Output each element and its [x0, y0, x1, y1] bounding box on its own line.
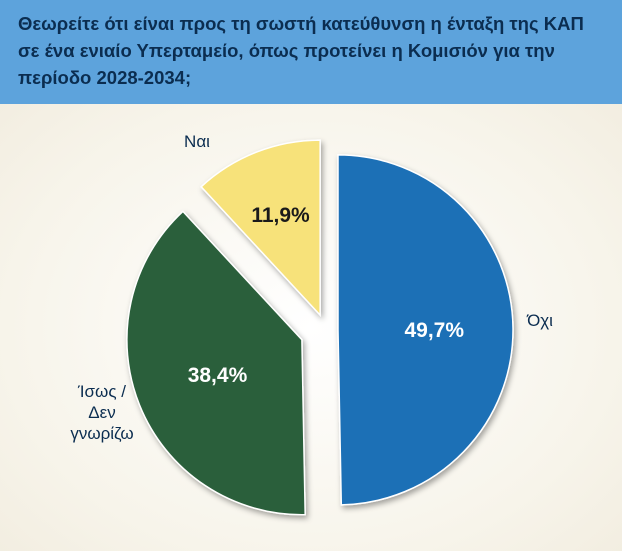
slice-value-label-2: 38,4%	[188, 364, 248, 387]
pie-slice-1	[337, 154, 514, 506]
pie-slice-2	[126, 210, 306, 516]
pie-slice-3	[200, 139, 321, 318]
slice-category-label-3: Ναι	[184, 132, 210, 151]
slice-category-label-2: Ίσως / Δεν γνωρίζω	[70, 382, 133, 443]
chart-title: Θεωρείτε ότι είναι προς τη σωστή κατεύθυ…	[18, 13, 584, 88]
slice-value-label-3: 11,9%	[251, 204, 310, 227]
slice-value-label-1: 49,7%	[404, 319, 464, 342]
header-banner: Θεωρείτε ότι είναι προς τη σωστή κατεύθυ…	[0, 0, 622, 104]
slice-category-label-1: Όχι	[526, 311, 553, 330]
